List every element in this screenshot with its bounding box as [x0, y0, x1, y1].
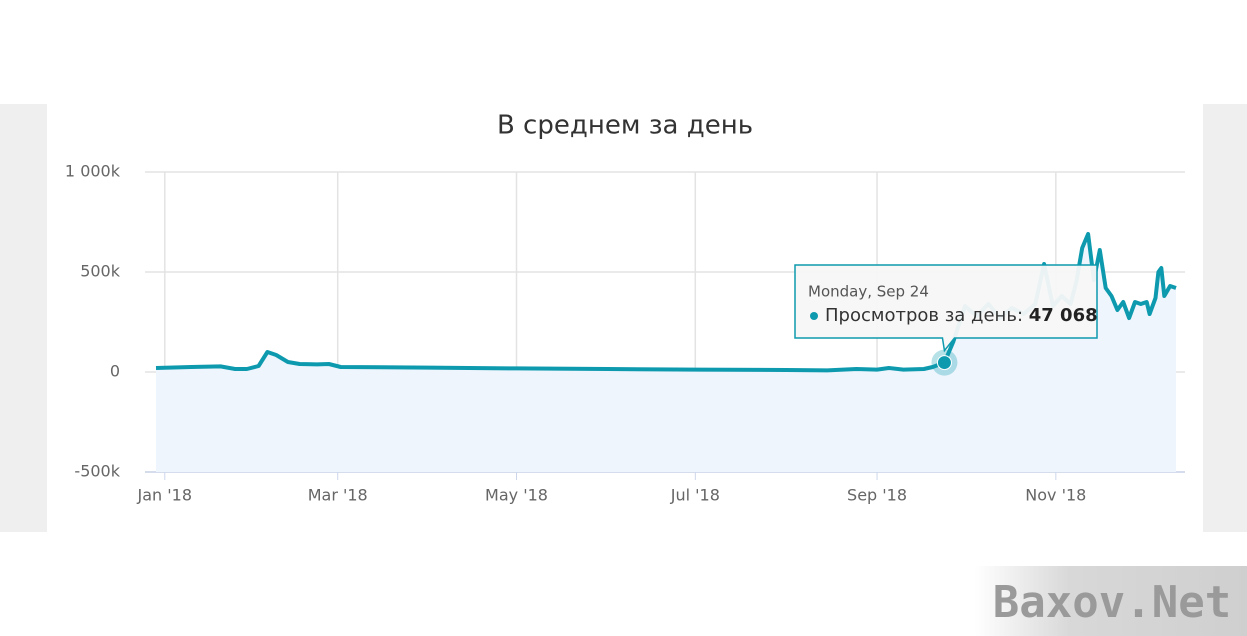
y-tick-label: -500k: [74, 462, 120, 481]
area: [156, 234, 1176, 472]
tooltip-series-name: Просмотров за день: [825, 305, 1017, 326]
x-tick-label: Mar '18: [308, 486, 368, 505]
x-tick-label: May '18: [485, 486, 548, 505]
x-tick-label: Jul '18: [670, 486, 720, 505]
hover-point: [936, 355, 952, 371]
y-tick-label: 500k: [80, 262, 121, 281]
tooltip: Monday, Sep 24 Просмотров за день: 47 068: [794, 264, 1098, 353]
watermark: Baxov.Net: [993, 577, 1231, 628]
plot: -500k 0 500k 1 000k Jan '18 Mar '18 May '18 Jul…: [65, 162, 1185, 505]
tooltip-value: 47 068: [1029, 305, 1098, 326]
tooltip-date: Monday, Sep 24: [808, 283, 929, 301]
y-tick-label: 0: [110, 362, 120, 381]
watermark-bg: [975, 566, 1247, 636]
tooltip-text: Просмотров за день: 47 068: [825, 305, 1098, 326]
x-tick-label: Sep '18: [847, 486, 907, 505]
x-tick-label: Nov '18: [1025, 486, 1086, 505]
y-tick-label: 1 000k: [65, 162, 121, 181]
tooltip-box: [794, 264, 1098, 353]
chart-title: В среднем за день: [497, 111, 753, 141]
x-tick-label: Jan '18: [137, 486, 193, 505]
tooltip-marker: [810, 312, 818, 320]
